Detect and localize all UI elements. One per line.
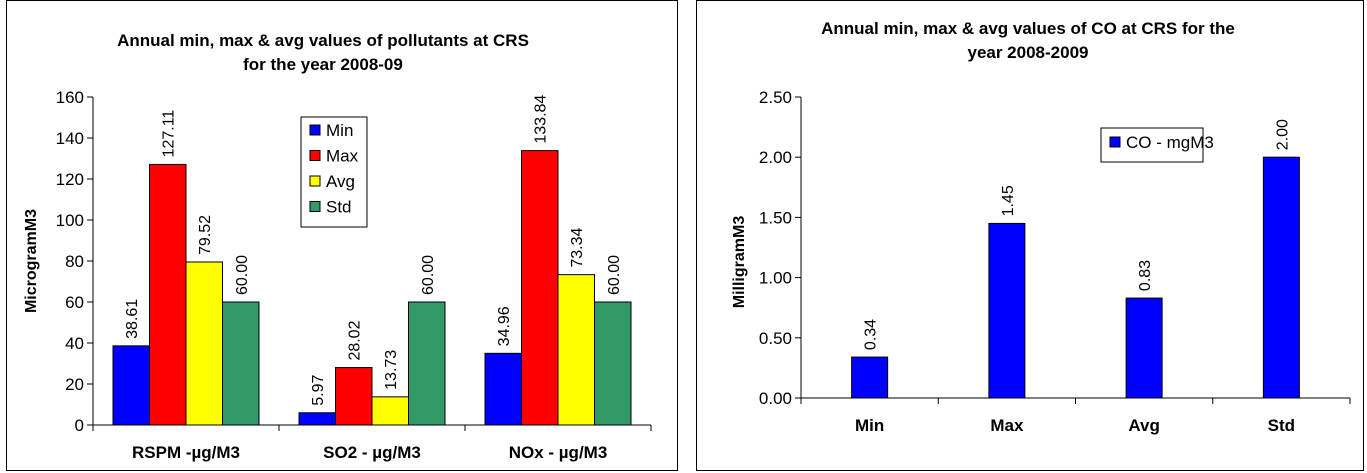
bar-co-mgm3-0 — [851, 356, 889, 399]
legend-swatch-min — [309, 124, 321, 136]
y-tick-label: 160 — [56, 88, 84, 107]
legend-label: Max — [326, 147, 359, 166]
legend-swatch-max — [309, 150, 321, 161]
chart-title-line: Annual min, max & avg values of pollutan… — [117, 31, 529, 50]
data-label: 133.84 — [533, 95, 550, 144]
x-category-label: RSPM -µg/M3 — [132, 443, 240, 462]
y-tick-label: 0.50 — [759, 329, 792, 348]
bar-min-1 — [298, 412, 336, 426]
bar-std-2 — [594, 301, 632, 426]
chart-title-line: Annual min, max & avg values of CO at CR… — [821, 19, 1235, 38]
y-tick-label: 0.00 — [759, 389, 792, 408]
pollutants-chart-panel: Annual min, max & avg values of pollutan… — [6, 0, 678, 471]
data-label: 127.11 — [161, 110, 178, 158]
bar-max-0 — [149, 163, 187, 426]
y-tick-label: 140 — [56, 129, 84, 148]
co-bar-chart: Annual min, max & avg values of CO at CR… — [731, 19, 1351, 435]
legend-label: Min — [326, 121, 353, 140]
bar-co-mgm3-2 — [1125, 297, 1163, 399]
bar-co-mgm3-1 — [988, 222, 1026, 399]
data-label: 60.00 — [234, 255, 251, 295]
y-tick-label: 20 — [65, 375, 84, 394]
data-label: 2.00 — [1274, 119, 1291, 150]
x-category-label: SO2 - µg/M3 — [323, 443, 421, 462]
y-tick-label: 100 — [56, 211, 84, 230]
data-label: 13.73 — [383, 350, 400, 390]
x-category-label: NOx - µg/M3 — [509, 443, 608, 462]
bar-avg-0 — [185, 261, 223, 426]
bar-avg-1 — [371, 396, 409, 426]
y-tick-label: 1.50 — [759, 208, 792, 227]
bar-min-2 — [484, 352, 522, 426]
chart-title-line: year 2008-2009 — [967, 43, 1088, 62]
y-tick-label: 60 — [65, 293, 84, 312]
data-label: 1.45 — [1000, 185, 1017, 216]
legend-swatch-std — [309, 201, 321, 212]
data-label: 0.34 — [863, 319, 880, 350]
chart-title-line: for the year 2008-09 — [243, 55, 403, 74]
data-label: 28.02 — [347, 320, 364, 360]
bar-min-0 — [112, 345, 150, 426]
data-label: 79.52 — [197, 215, 214, 255]
legend-swatch-co-mgm3 — [1109, 136, 1121, 148]
y-axis-label: MilligramM3 — [731, 216, 748, 309]
y-tick-label: 40 — [65, 334, 84, 353]
bar-avg-2 — [557, 274, 595, 426]
data-label: 34.96 — [496, 306, 513, 346]
pollutants-bar-chart: Annual min, max & avg values of pollutan… — [23, 31, 652, 462]
data-label: 38.61 — [124, 299, 141, 339]
legend-label: Std — [326, 198, 352, 217]
data-label: 60.00 — [420, 255, 437, 295]
legend-label: CO - mgM3 — [1126, 133, 1214, 152]
bar-max-2 — [521, 150, 559, 426]
y-tick-label: 0 — [75, 416, 84, 435]
y-tick-label: 2.50 — [759, 88, 792, 107]
y-tick-label: 1.00 — [759, 269, 792, 288]
bar-std-1 — [408, 301, 446, 426]
data-label: 0.83 — [1137, 260, 1154, 291]
x-category-label: Avg — [1128, 416, 1160, 435]
legend-swatch-avg — [309, 175, 321, 187]
y-tick-label: 2.00 — [759, 148, 792, 167]
bar-max-1 — [335, 367, 373, 426]
data-label: 73.34 — [569, 228, 586, 268]
x-category-label: Std — [1268, 416, 1295, 435]
x-category-label: Max — [990, 416, 1024, 435]
y-tick-label: 80 — [65, 252, 84, 271]
y-tick-label: 120 — [56, 170, 84, 189]
legend-label: Avg — [326, 172, 355, 191]
co-chart-panel: Annual min, max & avg values of CO at CR… — [696, 0, 1364, 471]
y-axis-label: MicrogramM3 — [23, 209, 40, 313]
bar-std-0 — [222, 301, 260, 426]
bar-co-mgm3-3 — [1262, 156, 1300, 399]
data-label: 60.00 — [606, 255, 623, 295]
data-label: 5.97 — [310, 375, 327, 406]
x-category-label: Min — [855, 416, 884, 435]
